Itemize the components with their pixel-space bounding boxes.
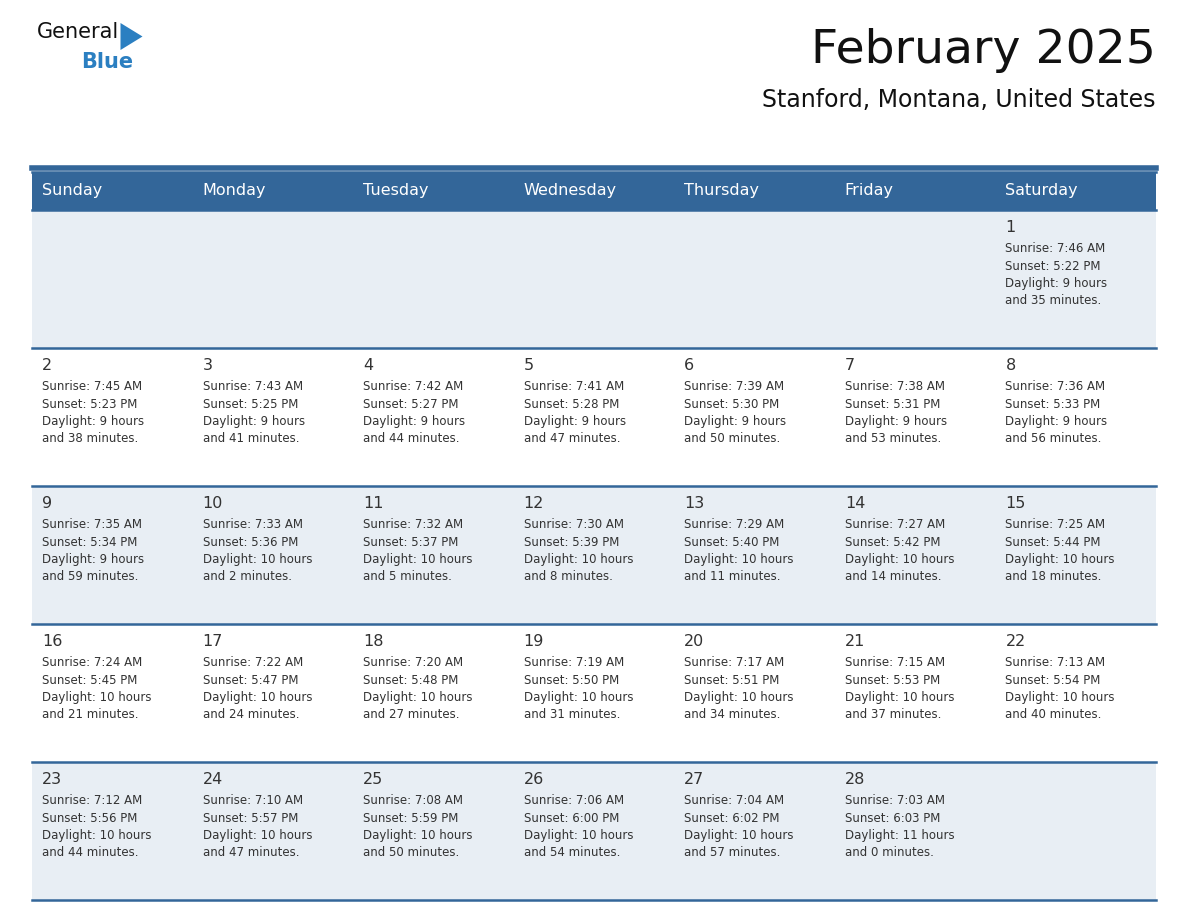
Text: 25: 25 xyxy=(364,772,384,787)
Text: February 2025: February 2025 xyxy=(811,28,1156,73)
Text: 23: 23 xyxy=(42,772,62,787)
Text: Sunrise: 7:20 AM
Sunset: 5:48 PM
Daylight: 10 hours
and 27 minutes.: Sunrise: 7:20 AM Sunset: 5:48 PM Dayligh… xyxy=(364,656,473,722)
Text: Sunrise: 7:08 AM
Sunset: 5:59 PM
Daylight: 10 hours
and 50 minutes.: Sunrise: 7:08 AM Sunset: 5:59 PM Dayligh… xyxy=(364,794,473,859)
Text: Sunrise: 7:13 AM
Sunset: 5:54 PM
Daylight: 10 hours
and 40 minutes.: Sunrise: 7:13 AM Sunset: 5:54 PM Dayligh… xyxy=(1005,656,1114,722)
Text: Sunrise: 7:41 AM
Sunset: 5:28 PM
Daylight: 9 hours
and 47 minutes.: Sunrise: 7:41 AM Sunset: 5:28 PM Dayligh… xyxy=(524,380,626,445)
Text: 5: 5 xyxy=(524,358,533,373)
Text: 24: 24 xyxy=(203,772,223,787)
Text: 17: 17 xyxy=(203,634,223,649)
Text: Sunrise: 7:39 AM
Sunset: 5:30 PM
Daylight: 9 hours
and 50 minutes.: Sunrise: 7:39 AM Sunset: 5:30 PM Dayligh… xyxy=(684,380,786,445)
Text: Sunrise: 7:35 AM
Sunset: 5:34 PM
Daylight: 9 hours
and 59 minutes.: Sunrise: 7:35 AM Sunset: 5:34 PM Dayligh… xyxy=(42,518,144,584)
Text: 1: 1 xyxy=(1005,220,1016,235)
Text: Sunrise: 7:19 AM
Sunset: 5:50 PM
Daylight: 10 hours
and 31 minutes.: Sunrise: 7:19 AM Sunset: 5:50 PM Dayligh… xyxy=(524,656,633,722)
Text: 10: 10 xyxy=(203,496,223,511)
Text: Thursday: Thursday xyxy=(684,184,759,198)
Text: Sunrise: 7:32 AM
Sunset: 5:37 PM
Daylight: 10 hours
and 5 minutes.: Sunrise: 7:32 AM Sunset: 5:37 PM Dayligh… xyxy=(364,518,473,584)
Bar xyxy=(32,624,1156,762)
Text: Sunrise: 7:38 AM
Sunset: 5:31 PM
Daylight: 9 hours
and 53 minutes.: Sunrise: 7:38 AM Sunset: 5:31 PM Dayligh… xyxy=(845,380,947,445)
Text: Sunrise: 7:12 AM
Sunset: 5:56 PM
Daylight: 10 hours
and 44 minutes.: Sunrise: 7:12 AM Sunset: 5:56 PM Dayligh… xyxy=(42,794,152,859)
Text: 18: 18 xyxy=(364,634,384,649)
Text: 26: 26 xyxy=(524,772,544,787)
Text: Sunrise: 7:29 AM
Sunset: 5:40 PM
Daylight: 10 hours
and 11 minutes.: Sunrise: 7:29 AM Sunset: 5:40 PM Dayligh… xyxy=(684,518,794,584)
Text: Blue: Blue xyxy=(81,52,133,72)
Text: Sunrise: 7:43 AM
Sunset: 5:25 PM
Daylight: 9 hours
and 41 minutes.: Sunrise: 7:43 AM Sunset: 5:25 PM Dayligh… xyxy=(203,380,304,445)
Text: 13: 13 xyxy=(684,496,704,511)
Text: 15: 15 xyxy=(1005,496,1025,511)
Text: Sunrise: 7:30 AM
Sunset: 5:39 PM
Daylight: 10 hours
and 8 minutes.: Sunrise: 7:30 AM Sunset: 5:39 PM Dayligh… xyxy=(524,518,633,584)
Text: Sunrise: 7:06 AM
Sunset: 6:00 PM
Daylight: 10 hours
and 54 minutes.: Sunrise: 7:06 AM Sunset: 6:00 PM Dayligh… xyxy=(524,794,633,859)
Text: Sunrise: 7:36 AM
Sunset: 5:33 PM
Daylight: 9 hours
and 56 minutes.: Sunrise: 7:36 AM Sunset: 5:33 PM Dayligh… xyxy=(1005,380,1107,445)
Text: 20: 20 xyxy=(684,634,704,649)
Text: 6: 6 xyxy=(684,358,695,373)
Text: Sunday: Sunday xyxy=(42,184,102,198)
Text: 2: 2 xyxy=(42,358,52,373)
Text: Sunrise: 7:33 AM
Sunset: 5:36 PM
Daylight: 10 hours
and 2 minutes.: Sunrise: 7:33 AM Sunset: 5:36 PM Dayligh… xyxy=(203,518,312,584)
Text: Sunrise: 7:24 AM
Sunset: 5:45 PM
Daylight: 10 hours
and 21 minutes.: Sunrise: 7:24 AM Sunset: 5:45 PM Dayligh… xyxy=(42,656,152,722)
Bar xyxy=(32,486,1156,624)
Text: 9: 9 xyxy=(42,496,52,511)
Text: 22: 22 xyxy=(1005,634,1025,649)
Text: Sunrise: 7:45 AM
Sunset: 5:23 PM
Daylight: 9 hours
and 38 minutes.: Sunrise: 7:45 AM Sunset: 5:23 PM Dayligh… xyxy=(42,380,144,445)
Bar xyxy=(32,762,1156,900)
Text: 16: 16 xyxy=(42,634,63,649)
Text: 7: 7 xyxy=(845,358,855,373)
Text: Stanford, Montana, United States: Stanford, Montana, United States xyxy=(763,88,1156,112)
Text: Sunrise: 7:15 AM
Sunset: 5:53 PM
Daylight: 10 hours
and 37 minutes.: Sunrise: 7:15 AM Sunset: 5:53 PM Dayligh… xyxy=(845,656,954,722)
Bar xyxy=(32,172,1156,210)
Text: 4: 4 xyxy=(364,358,373,373)
Text: Friday: Friday xyxy=(845,184,893,198)
Text: 11: 11 xyxy=(364,496,384,511)
Text: 21: 21 xyxy=(845,634,865,649)
Text: Sunrise: 7:25 AM
Sunset: 5:44 PM
Daylight: 10 hours
and 18 minutes.: Sunrise: 7:25 AM Sunset: 5:44 PM Dayligh… xyxy=(1005,518,1114,584)
Text: 8: 8 xyxy=(1005,358,1016,373)
Text: Sunrise: 7:03 AM
Sunset: 6:03 PM
Daylight: 11 hours
and 0 minutes.: Sunrise: 7:03 AM Sunset: 6:03 PM Dayligh… xyxy=(845,794,954,859)
Bar xyxy=(32,348,1156,486)
Text: 12: 12 xyxy=(524,496,544,511)
Text: Sunrise: 7:17 AM
Sunset: 5:51 PM
Daylight: 10 hours
and 34 minutes.: Sunrise: 7:17 AM Sunset: 5:51 PM Dayligh… xyxy=(684,656,794,722)
Text: 27: 27 xyxy=(684,772,704,787)
Text: Tuesday: Tuesday xyxy=(364,184,429,198)
Text: Sunrise: 7:42 AM
Sunset: 5:27 PM
Daylight: 9 hours
and 44 minutes.: Sunrise: 7:42 AM Sunset: 5:27 PM Dayligh… xyxy=(364,380,466,445)
Text: Sunrise: 7:46 AM
Sunset: 5:22 PM
Daylight: 9 hours
and 35 minutes.: Sunrise: 7:46 AM Sunset: 5:22 PM Dayligh… xyxy=(1005,242,1107,308)
Polygon shape xyxy=(120,23,143,50)
Text: 19: 19 xyxy=(524,634,544,649)
Text: Sunrise: 7:10 AM
Sunset: 5:57 PM
Daylight: 10 hours
and 47 minutes.: Sunrise: 7:10 AM Sunset: 5:57 PM Dayligh… xyxy=(203,794,312,859)
Text: Monday: Monday xyxy=(203,184,266,198)
Text: Saturday: Saturday xyxy=(1005,184,1078,198)
Text: Sunrise: 7:27 AM
Sunset: 5:42 PM
Daylight: 10 hours
and 14 minutes.: Sunrise: 7:27 AM Sunset: 5:42 PM Dayligh… xyxy=(845,518,954,584)
Text: Wednesday: Wednesday xyxy=(524,184,617,198)
Text: Sunrise: 7:22 AM
Sunset: 5:47 PM
Daylight: 10 hours
and 24 minutes.: Sunrise: 7:22 AM Sunset: 5:47 PM Dayligh… xyxy=(203,656,312,722)
Text: 14: 14 xyxy=(845,496,865,511)
Text: 3: 3 xyxy=(203,358,213,373)
Bar xyxy=(32,210,1156,348)
Text: General: General xyxy=(37,22,119,42)
Text: 28: 28 xyxy=(845,772,865,787)
Text: Sunrise: 7:04 AM
Sunset: 6:02 PM
Daylight: 10 hours
and 57 minutes.: Sunrise: 7:04 AM Sunset: 6:02 PM Dayligh… xyxy=(684,794,794,859)
